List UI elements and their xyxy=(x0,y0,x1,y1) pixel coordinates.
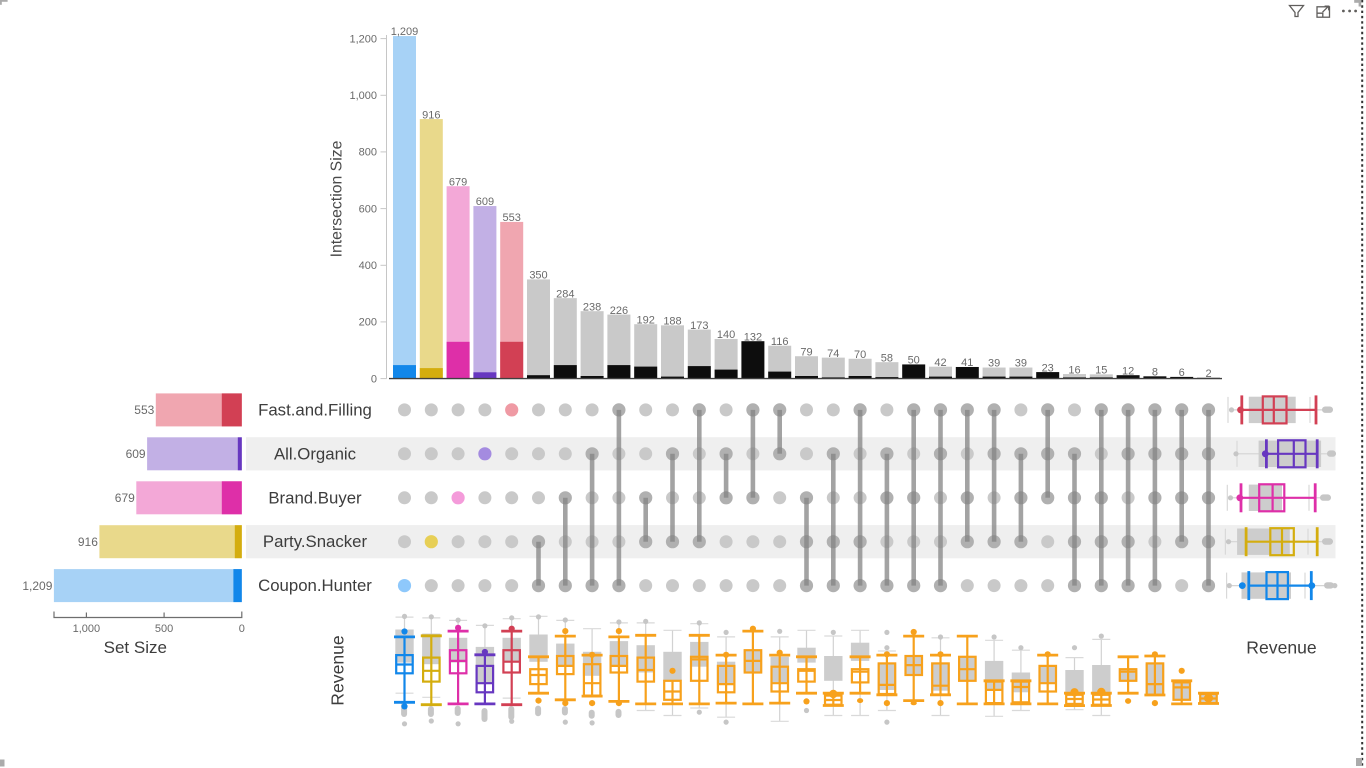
svg-text:132: 132 xyxy=(744,331,762,343)
svg-text:679: 679 xyxy=(115,491,135,505)
svg-text:2: 2 xyxy=(1205,368,1211,380)
svg-text:8: 8 xyxy=(1152,367,1158,379)
svg-text:609: 609 xyxy=(476,196,494,208)
svg-text:1,209: 1,209 xyxy=(22,579,52,593)
svg-text:609: 609 xyxy=(126,447,146,461)
svg-text:50: 50 xyxy=(908,355,920,367)
svg-text:916: 916 xyxy=(78,535,98,549)
svg-text:0: 0 xyxy=(239,623,245,635)
svg-text:1,200: 1,200 xyxy=(349,33,377,45)
svg-text:70: 70 xyxy=(854,349,866,361)
svg-text:600: 600 xyxy=(359,203,377,215)
svg-text:39: 39 xyxy=(988,358,1000,370)
svg-text:6: 6 xyxy=(1179,367,1185,379)
svg-text:140: 140 xyxy=(717,329,735,341)
svg-text:41: 41 xyxy=(961,357,973,369)
svg-text:39: 39 xyxy=(1015,358,1027,370)
svg-text:23: 23 xyxy=(1042,362,1054,374)
svg-text:58: 58 xyxy=(881,352,893,364)
svg-text:188: 188 xyxy=(663,316,681,328)
svg-text:Set Size: Set Size xyxy=(104,638,167,657)
svg-text:Coupon.Hunter: Coupon.Hunter xyxy=(258,576,372,595)
svg-text:679: 679 xyxy=(449,176,467,188)
svg-text:1,000: 1,000 xyxy=(73,623,101,635)
svg-text:173: 173 xyxy=(690,320,708,332)
svg-text:0: 0 xyxy=(371,373,377,385)
svg-text:116: 116 xyxy=(771,336,789,348)
svg-text:1,000: 1,000 xyxy=(349,90,377,102)
svg-text:Party.Snacker: Party.Snacker xyxy=(263,532,368,551)
svg-text:Revenue: Revenue xyxy=(328,635,348,705)
svg-text:284: 284 xyxy=(556,288,574,300)
svg-text:553: 553 xyxy=(134,403,154,417)
svg-text:916: 916 xyxy=(422,109,440,121)
svg-text:192: 192 xyxy=(637,314,655,326)
svg-text:15: 15 xyxy=(1095,365,1107,377)
svg-text:350: 350 xyxy=(529,270,547,282)
svg-text:Fast.and.Filling: Fast.and.Filling xyxy=(258,400,372,419)
svg-text:79: 79 xyxy=(800,346,812,358)
svg-text:74: 74 xyxy=(827,348,839,360)
svg-text:553: 553 xyxy=(503,212,521,224)
svg-text:16: 16 xyxy=(1068,364,1080,376)
svg-text:1,209: 1,209 xyxy=(391,26,419,38)
svg-text:226: 226 xyxy=(610,305,628,317)
svg-text:200: 200 xyxy=(359,317,377,329)
svg-text:Intersection Size: Intersection Size xyxy=(329,140,346,257)
svg-text:238: 238 xyxy=(583,301,601,313)
svg-text:500: 500 xyxy=(155,623,173,635)
svg-text:Brand.Buyer: Brand.Buyer xyxy=(268,488,362,507)
svg-text:Revenue: Revenue xyxy=(1246,637,1316,657)
svg-text:800: 800 xyxy=(359,147,377,159)
svg-text:12: 12 xyxy=(1122,365,1134,377)
svg-text:42: 42 xyxy=(934,357,946,369)
svg-text:All.Organic: All.Organic xyxy=(274,444,356,463)
svg-text:400: 400 xyxy=(359,260,377,272)
